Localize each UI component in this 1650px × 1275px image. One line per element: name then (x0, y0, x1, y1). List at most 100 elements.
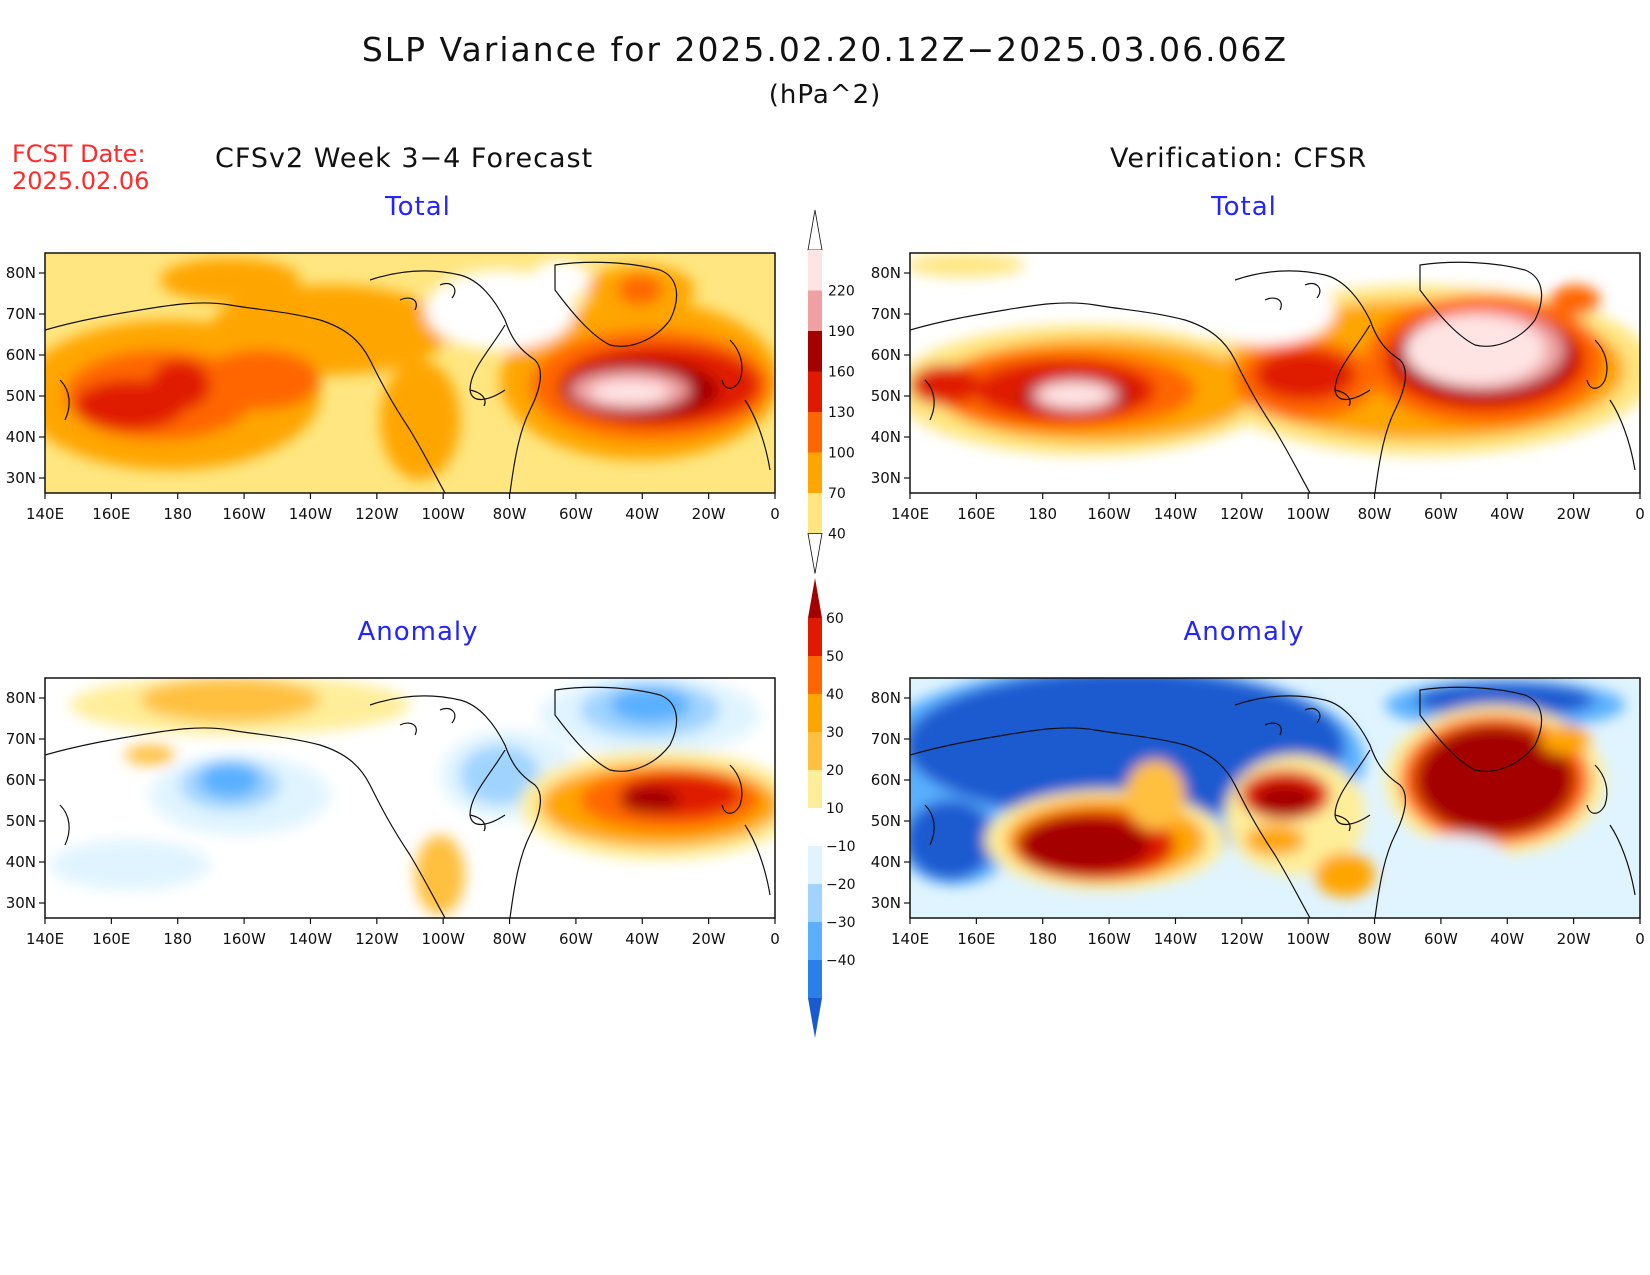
colorbar-box (808, 884, 822, 922)
colorbar-label: −40 (826, 953, 856, 969)
lon-tick-label: 80W (1358, 505, 1392, 523)
lon-tick-label: 140E (891, 505, 929, 523)
verification-anomaly-map: 140E 160E 180 160W 140W 120W 100W 80W 60W 40W 20W 0… (871, 677, 1645, 948)
colorbar-underflow-triangle (807, 533, 823, 574)
colorbar-label: −20 (826, 877, 856, 893)
lon-tick-label: 140W (289, 505, 333, 523)
lon-tick-label: 100W (421, 505, 465, 523)
lat-tick-label: 60N (871, 771, 901, 789)
colorbar-box (808, 922, 822, 960)
colorbar-box (808, 290, 822, 331)
colorbar-label: 220 (828, 284, 855, 300)
lat-tick-label: 50N (6, 812, 36, 830)
lon-tick-label: 180 (163, 505, 192, 523)
colorbar-label: 160 (828, 365, 855, 381)
colorbar-box (808, 732, 822, 770)
verification-total-subtitle: Total (1211, 192, 1277, 222)
lat-tick-label: 80N (871, 264, 901, 282)
verification-column-heading: Verification: CFSR (1110, 143, 1368, 174)
lon-tick-label: 180 (1028, 505, 1057, 523)
colorbar-box (808, 371, 822, 412)
colorbar-label: 30 (826, 725, 844, 741)
colorbar-box (808, 656, 822, 694)
lon-tick-label: 60W (559, 505, 593, 523)
lon-tick-label: 120W (1220, 930, 1264, 948)
lat-tick-label: 40N (6, 428, 36, 446)
colorbar-box (808, 618, 822, 656)
lon-tick-label: 60W (1424, 930, 1458, 948)
lon-tick-label: 20W (692, 930, 726, 948)
forecast-date-value: 2025.02.06 (12, 167, 150, 195)
colorbar-box (808, 493, 822, 534)
lat-tick-label: 50N (871, 387, 901, 405)
lat-tick-label: 70N (871, 730, 901, 748)
lat-tick-label: 60N (871, 346, 901, 364)
colorbar-label: −30 (826, 915, 856, 931)
figure-title: SLP Variance for 2025.02.20.12Z−2025.03.… (361, 30, 1289, 69)
lon-tick-label: 140E (26, 505, 64, 523)
forecast-total-subtitle: Total (385, 192, 451, 222)
lon-tick-label: 80W (493, 930, 527, 948)
lon-tick-label: 80W (493, 505, 527, 523)
lon-tick-label: 100W (1286, 930, 1330, 948)
colorbar-label: 190 (828, 324, 855, 340)
colorbar-box (808, 770, 822, 808)
lon-tick-label: 100W (1286, 505, 1330, 523)
anomaly-colorbar: 60 50 40 30 20 10 −10 −20 −30 −40 (808, 578, 856, 1038)
lat-tick-label: 70N (871, 305, 901, 323)
lon-tick-label: 120W (355, 930, 399, 948)
lon-tick-label: 160W (1087, 505, 1131, 523)
lon-tick-label: 40W (1490, 930, 1524, 948)
lat-tick-label: 60N (6, 771, 36, 789)
verification-anomaly-subtitle: Anomaly (1183, 617, 1305, 647)
colorbar-label: 40 (826, 687, 844, 703)
lat-tick-label: 30N (871, 894, 901, 912)
colorbar-label: 10 (826, 801, 844, 817)
colorbar-label: 70 (828, 486, 846, 502)
lon-tick-label: 140W (1154, 930, 1198, 948)
lon-tick-label: 160E (957, 505, 995, 523)
lon-tick-label: 0 (770, 930, 780, 948)
colorbar-label: 50 (826, 649, 844, 665)
lon-tick-label: 0 (1635, 930, 1645, 948)
colorbar-overflow-triangle (808, 578, 822, 618)
lon-tick-label: 100W (421, 930, 465, 948)
forecast-total-map: 140E 160E 180 160W 140W 120W 100W 80W 60W 40W 20W 0… (6, 252, 780, 523)
lon-tick-label: 120W (1220, 505, 1264, 523)
colorbar-box (808, 694, 822, 732)
forecast-column-heading: CFSv2 Week 3−4 Forecast (215, 143, 594, 174)
lat-tick-label: 60N (6, 346, 36, 364)
colorbar-box (808, 412, 822, 453)
colorbar-label: 40 (828, 527, 846, 543)
lat-tick-label: 40N (6, 853, 36, 871)
lat-tick-label: 50N (871, 812, 901, 830)
lon-tick-label: 40W (625, 930, 659, 948)
colorbar-overflow-triangle (807, 209, 823, 251)
colorbar-box (808, 960, 822, 998)
lon-tick-label: 140W (289, 930, 333, 948)
lon-tick-label: 0 (1635, 505, 1645, 523)
lon-tick-label: 120W (355, 505, 399, 523)
lon-tick-label: 140E (26, 930, 64, 948)
lon-tick-label: 160E (92, 930, 130, 948)
forecast-anomaly-subtitle: Anomaly (357, 617, 479, 647)
colorbar-label: 100 (828, 446, 855, 462)
lon-tick-label: 40W (1490, 505, 1524, 523)
verification-total-map: 140E 160E 180 160W 140W 120W 100W 80W 60W 40W 20W 0… (871, 252, 1645, 523)
lon-tick-label: 0 (770, 505, 780, 523)
lon-tick-label: 160W (222, 930, 266, 948)
total-colorbar: 40 70 100 130 160 190 220 (807, 209, 855, 574)
lon-tick-label: 20W (1557, 505, 1591, 523)
lat-tick-label: 40N (871, 428, 901, 446)
colorbar-box (808, 250, 822, 291)
forecast-anomaly-map: 140E 160E 180 160W 140W 120W 100W 80W 60W 40W 20W 0… (6, 677, 780, 948)
lon-tick-label: 20W (1557, 930, 1591, 948)
lat-tick-label: 30N (6, 894, 36, 912)
lon-tick-label: 160E (957, 930, 995, 948)
lat-tick-label: 50N (6, 387, 36, 405)
lon-tick-label: 40W (625, 505, 659, 523)
lon-tick-label: 160W (222, 505, 266, 523)
lat-tick-label: 80N (6, 264, 36, 282)
lon-tick-label: 80W (1358, 930, 1392, 948)
forecast-date-label: FCST Date: (12, 140, 146, 168)
